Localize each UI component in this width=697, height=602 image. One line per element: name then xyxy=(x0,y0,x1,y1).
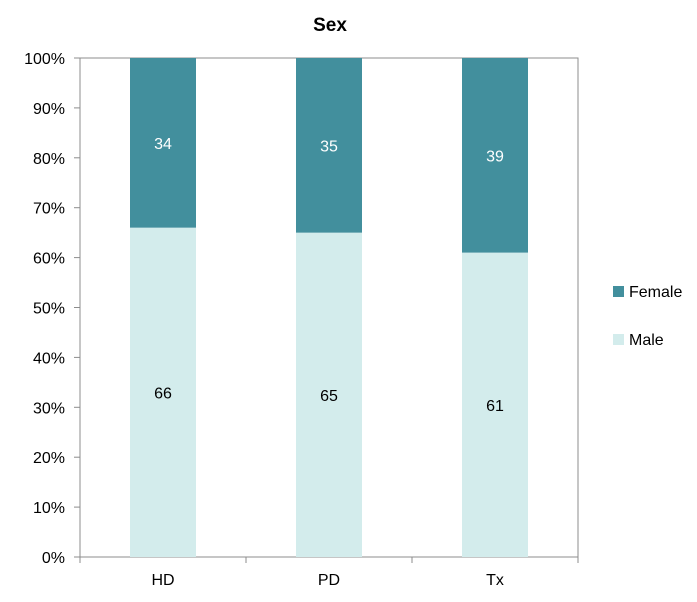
data-label-female-pd: 35 xyxy=(320,138,338,155)
chart-title: Sex xyxy=(313,15,347,36)
bar-male-pd xyxy=(296,232,362,557)
y-tick-label: 40% xyxy=(33,350,65,367)
data-label-male-pd: 65 xyxy=(320,388,338,405)
y-tick-label: 70% xyxy=(33,201,65,218)
bar-female-pd xyxy=(296,58,362,233)
bar-male-hd xyxy=(130,227,196,557)
y-tick-label: 50% xyxy=(33,301,65,318)
y-tick-label: 0% xyxy=(42,550,65,567)
y-tick-label: 90% xyxy=(33,101,65,118)
y-tick-label: 10% xyxy=(33,500,65,517)
legend-swatch-male xyxy=(613,334,624,345)
plot-area: 0% 10% 20% 30% 40% 50% 60% 70% 80% 90% 100% 66 34 HD 6… xyxy=(24,51,579,589)
x-tick-label: PD xyxy=(318,572,340,589)
x-tick-label: Tx xyxy=(486,572,504,589)
legend: Female Male xyxy=(613,284,682,349)
legend-label-male: Male xyxy=(629,332,664,349)
y-tick-label: 80% xyxy=(33,151,65,168)
bar-female-hd xyxy=(130,58,196,228)
bar-male-tx xyxy=(462,252,528,558)
y-tick-label: 60% xyxy=(33,251,65,268)
y-tick-label: 20% xyxy=(33,450,65,467)
legend-swatch-female xyxy=(613,286,624,297)
data-label-female-hd: 34 xyxy=(154,136,172,153)
y-tick-label: 100% xyxy=(24,51,65,68)
legend-label-female: Female xyxy=(629,284,682,301)
data-label-female-tx: 39 xyxy=(486,148,504,165)
data-label-male-tx: 61 xyxy=(486,398,504,415)
data-label-male-hd: 66 xyxy=(154,385,172,402)
y-tick-label: 30% xyxy=(33,400,65,417)
x-tick-label: HD xyxy=(151,572,174,589)
bar-female-tx xyxy=(462,58,528,253)
